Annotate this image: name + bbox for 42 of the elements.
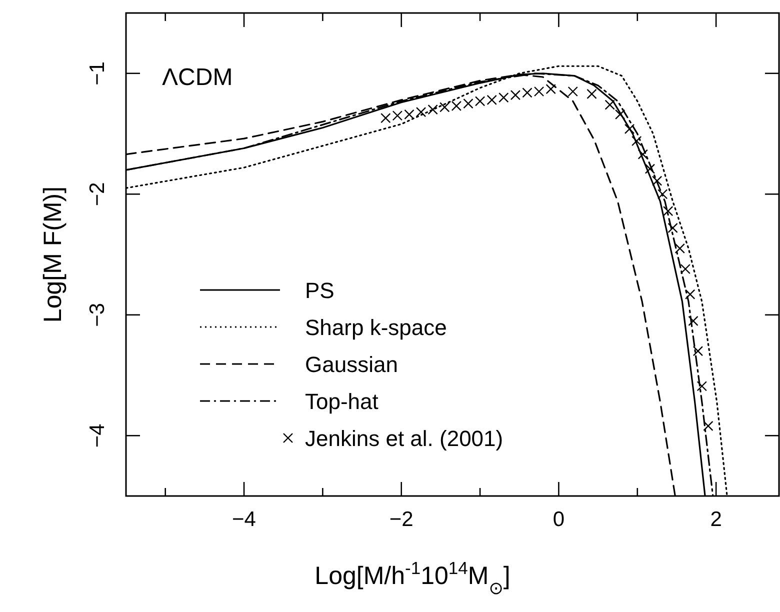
point bbox=[652, 176, 662, 186]
point bbox=[416, 106, 426, 118]
annotation: ΛCDM bbox=[162, 64, 233, 91]
y-tick-label: −4 bbox=[86, 423, 109, 448]
point bbox=[463, 98, 474, 109]
x-tick-label: −4 bbox=[232, 508, 256, 531]
legend-label: Gaussian bbox=[305, 352, 398, 377]
point bbox=[428, 104, 438, 115]
point bbox=[685, 289, 696, 300]
point bbox=[632, 136, 642, 146]
point bbox=[614, 109, 626, 120]
point bbox=[644, 164, 656, 174]
point bbox=[688, 316, 698, 326]
point bbox=[498, 92, 509, 103]
y-axis-title: Log[M F(M)] bbox=[39, 186, 67, 323]
point bbox=[638, 149, 648, 160]
y-tick-label: −1 bbox=[86, 61, 109, 86]
point bbox=[668, 222, 678, 234]
point bbox=[546, 84, 556, 94]
y-tick-label: −2 bbox=[86, 182, 109, 206]
point bbox=[680, 264, 690, 274]
point bbox=[662, 206, 674, 216]
point bbox=[380, 112, 391, 124]
point bbox=[696, 381, 707, 392]
point bbox=[674, 243, 685, 254]
x-tick-label: −2 bbox=[389, 508, 414, 531]
y-tick-label: −3 bbox=[86, 302, 109, 327]
x-tick-label: 2 bbox=[710, 508, 722, 531]
point bbox=[624, 124, 635, 134]
legend-label: Sharp k-space bbox=[305, 315, 447, 340]
point bbox=[604, 100, 615, 110]
legend-label: Top-hat bbox=[305, 389, 378, 414]
legend-label: PS bbox=[305, 278, 334, 303]
point bbox=[510, 90, 521, 100]
x-axis-title: Log[M/h$^{-1}$10$^{14}$M$_{⊙}$] bbox=[314, 558, 510, 598]
legend-label: Jenkins et al. (2001) bbox=[305, 426, 504, 451]
point bbox=[657, 189, 668, 200]
point bbox=[692, 346, 704, 356]
point bbox=[703, 420, 714, 432]
point bbox=[568, 86, 578, 97]
x-tick-label: 0 bbox=[552, 508, 565, 531]
point bbox=[586, 88, 597, 99]
